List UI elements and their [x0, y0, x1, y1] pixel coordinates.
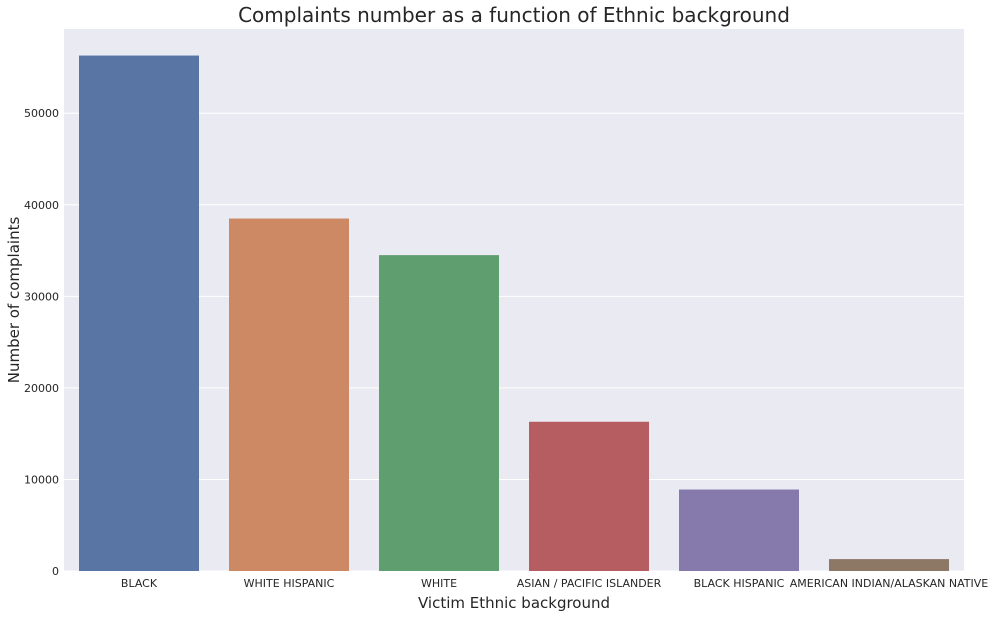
- chart-title: Complaints number as a function of Ethni…: [238, 3, 790, 27]
- y-axis-label: Number of complaints: [5, 217, 23, 384]
- x-tick-labels: BLACK WHITE HISPANIC WHITE ASIAN / PACIFIC …: [121, 577, 988, 590]
- bar: [229, 218, 349, 571]
- x-tick-label: WHITE: [421, 577, 457, 590]
- y-tick-labels: 0 10000 20000 30000 40000 50000: [24, 107, 59, 578]
- gridlines: [64, 112, 964, 572]
- bar: [529, 421, 649, 571]
- y-tick-label: 40000: [24, 199, 59, 212]
- x-tick-label: BLACK: [121, 577, 158, 590]
- x-axis-label: Victim Ethnic background: [418, 594, 610, 612]
- bar: [379, 255, 499, 571]
- x-tick-label: WHITE HISPANIC: [244, 577, 335, 590]
- x-tick-label: BLACK HISPANIC: [694, 577, 785, 590]
- y-tick-label: 10000: [24, 473, 59, 486]
- y-tick-label: 20000: [24, 382, 59, 395]
- y-tick-label: 50000: [24, 107, 59, 120]
- x-tick-label: AMERICAN INDIAN/ALASKAN NATIVE: [790, 577, 989, 590]
- bars: [79, 55, 949, 572]
- y-tick-label: 0: [52, 565, 59, 578]
- bar: [679, 489, 799, 571]
- bar: [79, 55, 199, 572]
- bar: [829, 559, 949, 571]
- x-tick-label: ASIAN / PACIFIC ISLANDER: [517, 577, 662, 590]
- y-tick-label: 30000: [24, 290, 59, 303]
- plot-background: [64, 29, 964, 571]
